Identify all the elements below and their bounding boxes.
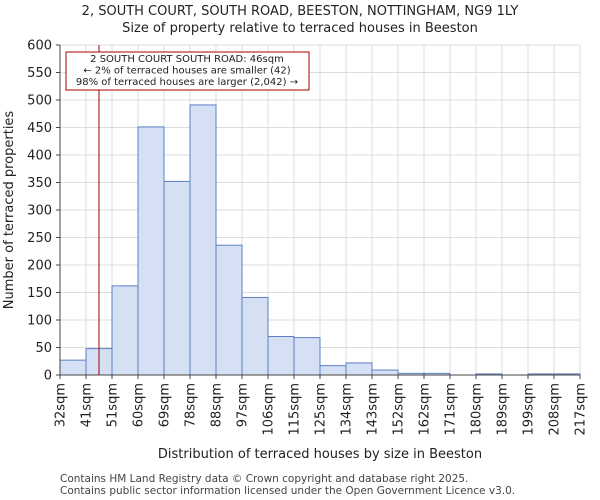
x-tick-label: 115sqm <box>288 383 303 436</box>
x-tick-label: 208sqm <box>548 383 563 436</box>
y-axis-label: Number of terraced properties <box>2 111 17 310</box>
y-tick-label: 0 <box>44 369 52 384</box>
y-tick-label: 350 <box>27 176 52 191</box>
footer-licence: Contains public sector information licen… <box>60 485 516 497</box>
histogram-bar <box>267 336 295 376</box>
axes <box>56 44 581 379</box>
annotation-box: 2 SOUTH COURT SOUTH ROAD: 46sqm ← 2% of … <box>65 51 310 91</box>
bars <box>59 104 581 376</box>
x-tick-label: 199sqm <box>522 383 537 436</box>
x-tick-label: 97sqm <box>236 383 251 427</box>
y-tick-labels: 0 50 100 150 200 250 300 350 400 450 500 550 600 <box>27 39 52 384</box>
x-tick-label: 217sqm <box>574 383 589 436</box>
histogram-bar <box>59 359 87 376</box>
y-tick-label: 600 <box>27 39 52 54</box>
x-tick-label: 41sqm <box>80 383 95 427</box>
histogram-bar <box>293 337 321 376</box>
y-tick-label: 100 <box>27 314 52 329</box>
annotation-frame <box>65 51 310 91</box>
y-tick-label: 250 <box>27 231 52 246</box>
x-tick-label: 134sqm <box>340 383 355 436</box>
histogram-bar <box>111 285 139 376</box>
histogram-bar <box>189 104 217 376</box>
y-tick-label: 200 <box>27 259 52 274</box>
x-tick-label: 88sqm <box>210 383 225 427</box>
x-tick-label: 60sqm <box>132 383 147 427</box>
x-tick-label: 51sqm <box>106 383 121 427</box>
annotation-line-2: ← 2% of terraced houses are smaller (42) <box>83 66 290 77</box>
annotation-line-1: 2 SOUTH COURT SOUTH ROAD: 46sqm <box>90 54 284 65</box>
y-tick-label: 500 <box>27 94 52 109</box>
x-tick-label: 32sqm <box>54 383 69 427</box>
x-axis-label: Distribution of terraced houses by size … <box>158 447 482 462</box>
y-tick-label: 450 <box>27 121 52 136</box>
x-tick-label: 162sqm <box>418 383 433 436</box>
histogram-bar <box>319 365 347 376</box>
chart-subtitle: Size of property relative to terraced ho… <box>122 21 478 36</box>
histogram-bar <box>137 126 165 376</box>
chart-title: 2, SOUTH COURT, SOUTH ROAD, BEESTON, NOT… <box>81 4 519 19</box>
annotation-line-3: 98% of terraced houses are larger (2,042… <box>76 77 298 88</box>
histogram-bar <box>345 362 373 376</box>
x-tick-label: 106sqm <box>262 383 277 436</box>
x-tick-label: 180sqm <box>470 383 485 436</box>
x-tick-labels: 32sqm 41sqm 51sqm 60sqm 69sqm 78sqm 88sqm 97sqm… <box>54 383 589 436</box>
y-tick-label: 550 <box>27 66 52 81</box>
x-tick-label: 143sqm <box>366 383 381 436</box>
histogram-bar <box>371 369 399 376</box>
histogram-bar <box>163 180 191 376</box>
x-tick-label: 189sqm <box>496 383 511 436</box>
histogram-bar <box>215 244 243 376</box>
x-tick-label: 171sqm <box>444 383 459 436</box>
x-tick-label: 78sqm <box>184 383 199 427</box>
x-tick-label: 152sqm <box>392 383 407 436</box>
histogram-bar <box>241 296 269 376</box>
footer-copyright: Contains HM Land Registry data © Crown c… <box>60 473 469 485</box>
x-tick-label: 69sqm <box>158 383 173 427</box>
y-tick-label: 400 <box>27 149 52 164</box>
x-tick-label: 125sqm <box>314 383 329 436</box>
y-tick-label: 150 <box>27 286 52 301</box>
y-tick-label: 50 <box>35 341 52 356</box>
y-tick-label: 300 <box>27 204 52 219</box>
